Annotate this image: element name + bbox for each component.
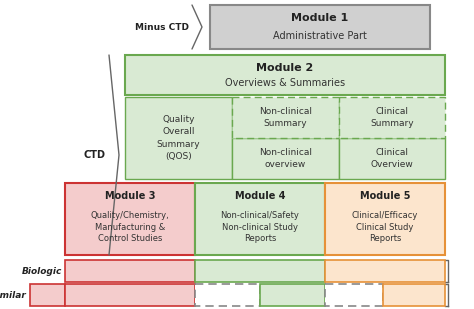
Bar (232, 138, 339, 179)
Text: Quality/Chemistry,
Manufacturing &
Control Studies: Quality/Chemistry, Manufacturing & Contr… (91, 211, 169, 243)
Bar (339, 97, 445, 138)
Bar (232, 97, 339, 138)
Bar (195, 183, 325, 255)
Text: Minus CTD: Minus CTD (135, 23, 189, 32)
Bar (325, 183, 445, 255)
Bar (260, 284, 325, 306)
Text: Non-clinical
overview: Non-clinical overview (259, 148, 312, 169)
Bar (325, 284, 383, 306)
Bar (65, 183, 195, 255)
Bar (125, 55, 445, 95)
Bar (65, 260, 195, 282)
Text: Biosimilar: Biosimilar (0, 290, 27, 299)
Text: Overviews & Summaries: Overviews & Summaries (225, 78, 345, 88)
Bar (383, 284, 445, 306)
Text: Module 3: Module 3 (105, 191, 155, 201)
Bar (125, 97, 232, 179)
Text: Biologic: Biologic (22, 266, 62, 276)
Bar (65, 284, 195, 306)
Bar (30, 284, 65, 306)
Text: Non-clinical
Summary: Non-clinical Summary (259, 107, 312, 128)
Bar (195, 260, 325, 282)
Bar (210, 5, 430, 49)
Text: Quality
Overall
Summary
(QOS): Quality Overall Summary (QOS) (157, 115, 201, 161)
Text: Module 1: Module 1 (292, 13, 348, 23)
Text: Module 5: Module 5 (360, 191, 410, 201)
Bar (339, 138, 445, 179)
Bar (195, 284, 260, 306)
Text: Clinical
Summary: Clinical Summary (370, 107, 414, 128)
Text: Non-clinical/Safety
Non-clinical Study
Reports: Non-clinical/Safety Non-clinical Study R… (220, 211, 300, 243)
Text: Module 2: Module 2 (256, 63, 314, 73)
Text: CTD: CTD (84, 150, 106, 160)
Text: Administrative Part: Administrative Part (273, 31, 367, 41)
Text: Clinical
Overview: Clinical Overview (371, 148, 413, 169)
Text: Module 4: Module 4 (235, 191, 285, 201)
Text: Clinical/Efficacy
Clinical Study
Reports: Clinical/Efficacy Clinical Study Reports (352, 211, 418, 243)
Bar (325, 260, 445, 282)
